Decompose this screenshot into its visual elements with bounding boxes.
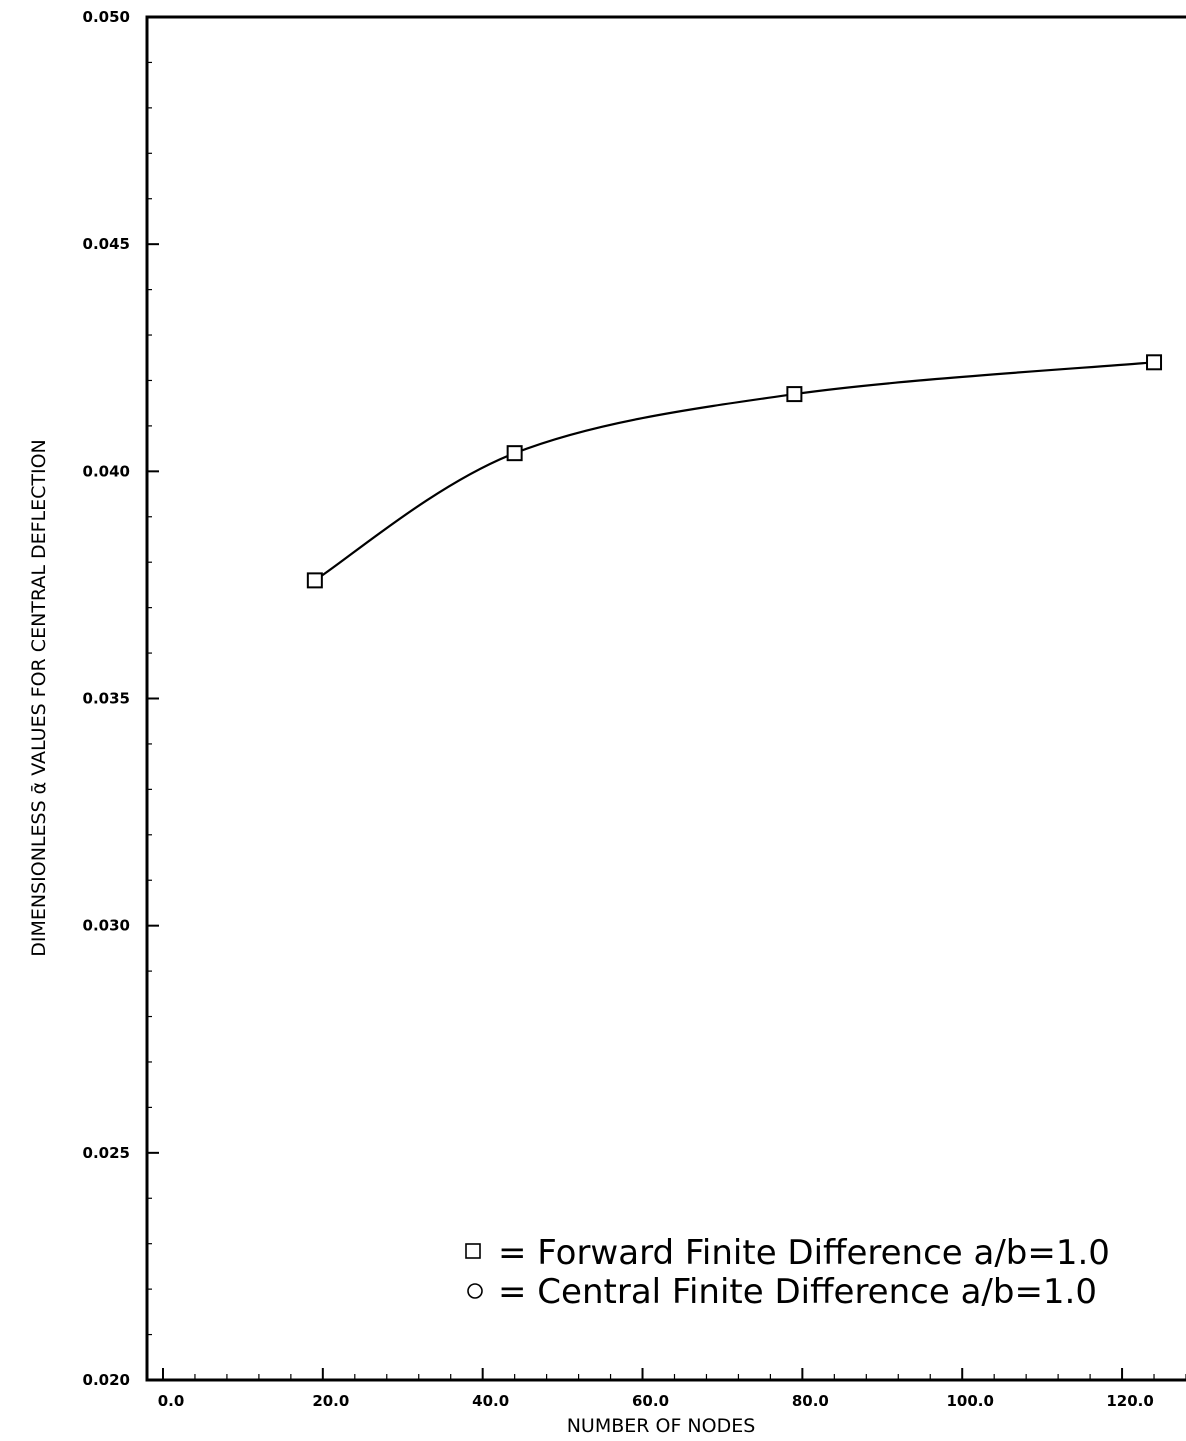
- y-tick-label: 0.050: [83, 8, 130, 26]
- y-tick-label: 0.020: [83, 1371, 130, 1389]
- x-tick-label: 120.0: [1106, 1392, 1153, 1410]
- data-point-square: [506, 445, 523, 462]
- plot-frame: [145, 15, 1186, 1382]
- minor-ticks: [147, 16, 1186, 1381]
- y-tick-label: 0.045: [83, 235, 130, 253]
- y-tick-labels: 0.020 0.025 0.030 0.035 0.040 0.045 0.050: [83, 8, 130, 1389]
- legend: = Forward Finite Difference a/b=1.0 = Ce…: [465, 1233, 1110, 1312]
- y-tick-label: 0.035: [83, 690, 130, 708]
- series-line-forward: [314, 361, 1155, 582]
- legend-square-marker-icon: [465, 1243, 481, 1259]
- y-tick-label: 0.025: [83, 1144, 130, 1162]
- x-tick-labels: 0.0 20.0 40.0 60.0 80.0 100.0 120.0: [158, 1392, 1154, 1410]
- series-layer: [306, 354, 1163, 589]
- x-tick-label: 80.0: [792, 1392, 829, 1410]
- x-tick-label: 0.0: [158, 1392, 185, 1410]
- legend-circle-marker-icon: [467, 1283, 483, 1299]
- data-point-square: [786, 386, 803, 403]
- x-tick-label: 60.0: [632, 1392, 669, 1410]
- legend-label-central: = Central Finite Difference a/b=1.0: [498, 1272, 1097, 1312]
- x-tick-label: 20.0: [312, 1392, 349, 1410]
- major-ticks: [147, 16, 1124, 1381]
- y-tick-label: 0.030: [83, 917, 130, 935]
- legend-label-forward: = Forward Finite Difference a/b=1.0: [498, 1233, 1110, 1273]
- data-point-square: [306, 572, 323, 589]
- data-point-square: [1146, 354, 1163, 371]
- x-tick-label: 100.0: [946, 1392, 993, 1410]
- y-tick-label: 0.040: [83, 462, 130, 480]
- x-tick-label: 40.0: [472, 1392, 509, 1410]
- y-axis-title: DIMENSIONLESS ᾱ VALUES FOR CENTRAL DEFLE…: [28, 439, 50, 957]
- x-axis-title: NUMBER OF NODES: [567, 1415, 756, 1437]
